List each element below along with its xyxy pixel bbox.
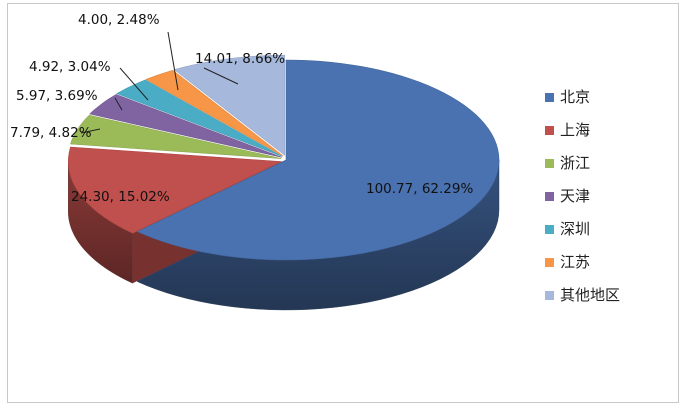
data-label-4: 5.97, 3.69% <box>16 88 98 104</box>
data-label-2: 24.30, 15.02% <box>71 189 170 205</box>
data-label-5: 4.92, 3.04% <box>29 59 111 75</box>
legend-swatch-5 <box>545 225 554 234</box>
pie-slice-7 <box>173 54 285 156</box>
leader-line-5 <box>119 67 149 101</box>
legend-label-6: 江苏 <box>560 253 590 271</box>
legend-label-5: 深圳 <box>560 220 590 238</box>
pie-slice-4 <box>89 94 282 158</box>
data-labels: 100.77, 62.29% 24.30, 15.02% 7.79, 4.82% 5.… <box>10 12 473 205</box>
legend-swatch-3 <box>545 159 554 168</box>
leader-line-6 <box>167 31 179 91</box>
legend-swatch-1 <box>545 93 554 102</box>
data-label-7: 14.01, 8.66% <box>195 51 285 67</box>
legend-label-1: 北京 <box>560 88 590 106</box>
legend-swatch-2 <box>545 126 554 135</box>
legend-label-4: 天津 <box>560 187 590 205</box>
legend-label-3: 浙江 <box>560 154 590 172</box>
pie-slice-2 <box>67 146 283 234</box>
pie-slice-6 <box>145 70 284 157</box>
pie-tops <box>67 54 500 261</box>
leader-line-7 <box>203 67 239 85</box>
legend-label-2: 上海 <box>560 121 590 139</box>
legend-label-7: 其他地区 <box>560 286 620 304</box>
leader-line-4 <box>114 97 123 111</box>
legend-swatch-7 <box>545 291 554 300</box>
pie-slice-1 <box>136 59 500 261</box>
legend-swatch-4 <box>545 192 554 201</box>
data-label-6: 4.00, 2.48% <box>78 12 160 28</box>
data-label-3: 7.79, 4.82% <box>10 125 92 141</box>
data-label-1: 100.77, 62.29% <box>366 181 473 197</box>
pie-slice-3 <box>70 114 282 159</box>
legend-swatch-6 <box>545 258 554 267</box>
leader-line-3 <box>80 128 101 134</box>
pie-slice-5 <box>116 79 283 157</box>
